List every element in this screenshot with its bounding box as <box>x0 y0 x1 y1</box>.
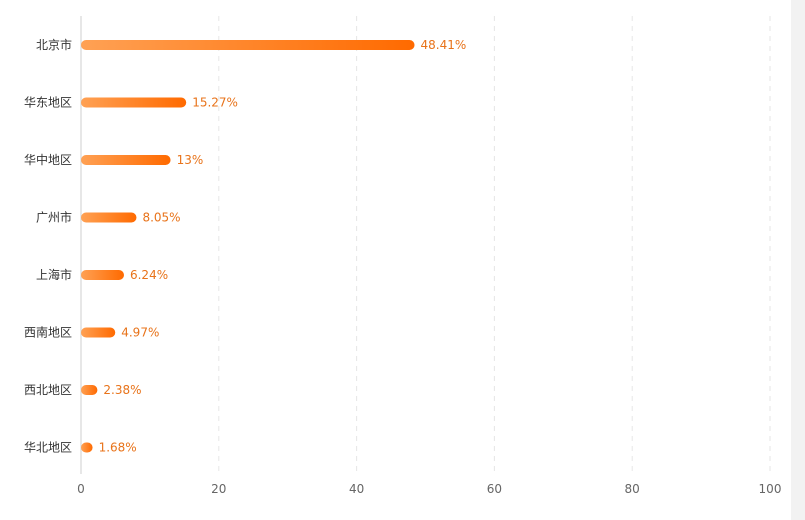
category-label: 华北地区 <box>24 441 72 455</box>
category-label: 上海市 <box>36 267 72 282</box>
value-label: 1.68% <box>99 441 137 455</box>
bar <box>81 270 124 280</box>
bar <box>81 442 93 453</box>
bars <box>81 40 415 453</box>
bar <box>81 327 116 338</box>
x-tick-label: 20 <box>211 482 226 496</box>
category-label: 西南地区 <box>24 325 72 340</box>
bar <box>81 40 415 50</box>
value-label: 2.38% <box>103 383 141 397</box>
category-label: 西北地区 <box>24 383 72 397</box>
labels: 0 20 40 60 80 100 北京市 48.41% 华东地区 15.27% 华中地区 13% 广州… <box>24 37 781 496</box>
bar <box>81 212 137 223</box>
x-tick-label: 40 <box>349 482 364 496</box>
grid-lines <box>80 16 771 474</box>
bar <box>81 155 171 165</box>
value-label: 6.24% <box>130 268 168 282</box>
bar <box>81 385 98 395</box>
category-label: 广州市 <box>36 210 72 225</box>
x-tick-label: 100 <box>759 482 782 496</box>
category-label: 北京市 <box>36 37 72 52</box>
value-label: 48.41% <box>421 38 467 52</box>
value-label: 4.97% <box>121 326 159 340</box>
bar <box>81 97 187 108</box>
value-label: 13% <box>177 153 204 167</box>
value-label: 15.27% <box>192 96 238 110</box>
x-tick-label: 60 <box>487 482 502 496</box>
value-label: 8.05% <box>142 211 180 225</box>
category-label: 华中地区 <box>24 152 72 167</box>
x-tick-label: 80 <box>625 482 640 496</box>
x-tick-label: 0 <box>77 482 85 496</box>
category-label: 华东地区 <box>24 96 72 110</box>
